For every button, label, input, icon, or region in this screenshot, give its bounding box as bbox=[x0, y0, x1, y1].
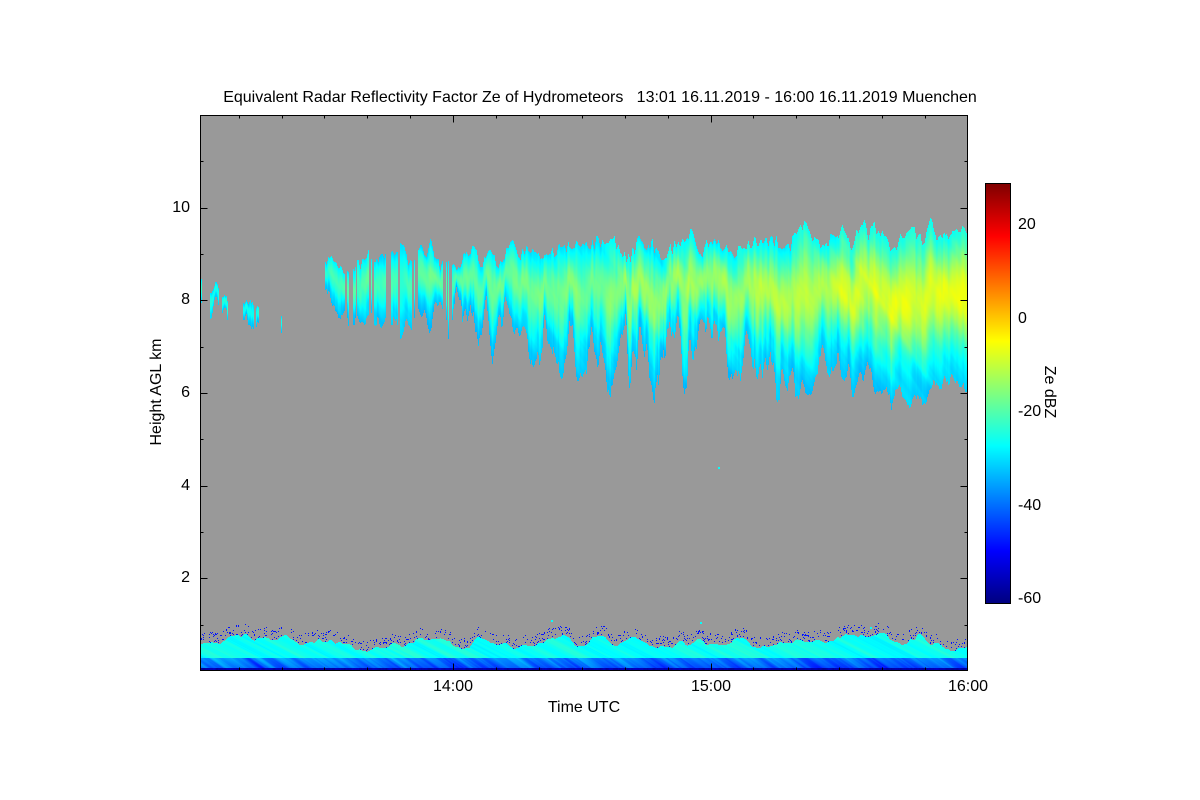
colorbar-tick-label-20: 20 bbox=[1018, 216, 1036, 233]
x-tick-label-1400: 14:00 bbox=[432, 678, 474, 695]
colorbar bbox=[985, 183, 1011, 604]
colorbar-tick-label-m20: -20 bbox=[1018, 403, 1042, 420]
colorbar-tick-label-m40: -40 bbox=[1018, 497, 1042, 514]
heatmap-plot-area bbox=[200, 115, 968, 671]
y-tick-label-8: 8 bbox=[181, 291, 190, 308]
x-axis-title: Time UTC bbox=[547, 699, 621, 716]
y-tick-label-10: 10 bbox=[172, 199, 190, 216]
y-tick-label-4: 4 bbox=[181, 477, 190, 494]
colorbar-tick-label-0: 0 bbox=[1018, 310, 1027, 327]
colorbar-tick-label-m60: -60 bbox=[1018, 590, 1042, 607]
y-tick-label-2: 2 bbox=[181, 569, 190, 586]
x-tick-label-1500: 15:00 bbox=[690, 678, 732, 695]
y-tick-label-6: 6 bbox=[181, 384, 190, 401]
x-tick-label-1600: 16:00 bbox=[947, 678, 989, 695]
chart-title: Equivalent Radar Reflectivity Factor Ze … bbox=[223, 89, 977, 106]
